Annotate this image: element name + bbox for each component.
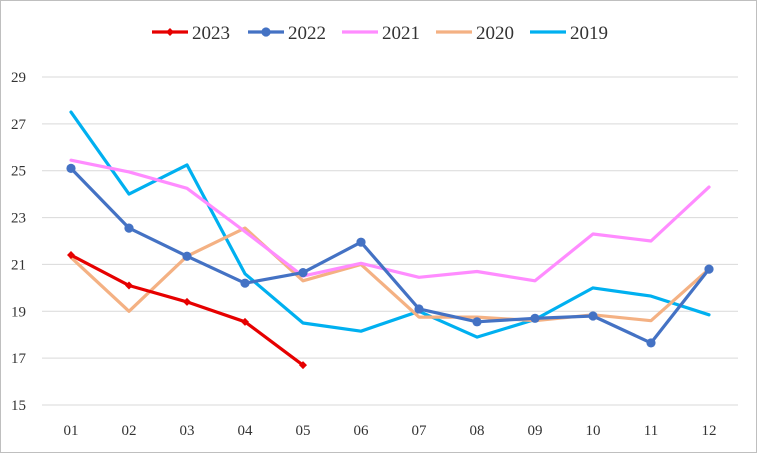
legend-label-2023: 2023 xyxy=(192,23,230,44)
gridlines xyxy=(42,76,738,406)
legend: 2023 2022 2021 2020 2019 xyxy=(152,23,608,44)
point-2022-09 xyxy=(530,313,540,323)
x-tick-label-04: 04 xyxy=(238,423,254,439)
point-2023-03 xyxy=(183,297,191,306)
point-2022-01 xyxy=(66,163,76,173)
point-2022-04 xyxy=(240,278,250,288)
series-lines xyxy=(66,110,714,370)
point-2022-03 xyxy=(182,251,192,261)
x-tick-label-06: 06 xyxy=(354,423,370,439)
legend-item-2020: 2020 xyxy=(436,23,514,44)
series-line-2019 xyxy=(69,110,711,339)
series-2022 xyxy=(66,163,714,348)
x-tick-label-10: 10 xyxy=(586,423,601,439)
y-tick-label-25: 25 xyxy=(11,164,26,180)
x-tick-label-01: 01 xyxy=(64,423,79,439)
legend-label-2019: 2019 xyxy=(570,23,608,44)
legend-label-2022: 2022 xyxy=(288,23,326,44)
series-2020 xyxy=(69,226,711,323)
legend-item-2022: 2022 xyxy=(248,23,326,44)
y-tick-label-21: 21 xyxy=(11,257,26,273)
x-tick-label-02: 02 xyxy=(122,423,137,439)
point-2022-11 xyxy=(646,338,656,348)
legend-label-2021: 2021 xyxy=(382,23,420,44)
series-line-2020 xyxy=(69,226,711,323)
series-2019 xyxy=(69,110,711,339)
y-tick-label-27: 27 xyxy=(11,117,27,133)
legend-marker-2023 xyxy=(166,28,174,36)
x-tick-label-05: 05 xyxy=(296,423,311,439)
x-tick-label-03: 03 xyxy=(180,423,195,439)
point-2022-12 xyxy=(704,264,714,274)
x-axis-ticks: 01 02 03 04 05 06 07 08 09 10 11 12 xyxy=(64,423,717,439)
point-2023-05 xyxy=(299,361,307,370)
point-2022-06 xyxy=(356,237,366,247)
y-tick-label-19: 19 xyxy=(11,304,26,320)
point-2022-05 xyxy=(298,268,308,278)
x-tick-label-11: 11 xyxy=(644,423,658,439)
point-2023-01 xyxy=(67,251,75,260)
point-2023-04 xyxy=(241,317,249,326)
legend-item-2019: 2019 xyxy=(530,23,608,44)
y-tick-label-15: 15 xyxy=(11,398,26,414)
series-line-2022 xyxy=(69,166,711,345)
x-tick-label-12: 12 xyxy=(702,423,717,439)
legend-label-2020: 2020 xyxy=(476,23,514,44)
y-tick-label-23: 23 xyxy=(11,211,26,227)
y-tick-label-17: 17 xyxy=(11,351,27,367)
series-2023 xyxy=(67,251,307,370)
point-2022-08 xyxy=(472,317,482,327)
y-axis-ticks: 15 17 19 21 23 25 27 29 xyxy=(11,70,27,414)
x-tick-label-08: 08 xyxy=(470,423,485,439)
y-tick-label-29: 29 xyxy=(11,70,26,86)
series-line-2021 xyxy=(69,158,711,283)
legend-item-2023: 2023 xyxy=(152,23,230,44)
x-tick-label-07: 07 xyxy=(412,423,428,439)
point-2022-02 xyxy=(124,223,134,233)
point-2023-02 xyxy=(125,281,133,290)
point-2022-10 xyxy=(588,311,598,321)
series-2021 xyxy=(69,158,711,283)
point-2022-07 xyxy=(414,304,424,314)
legend-item-2021: 2021 xyxy=(342,23,420,44)
legend-marker-2022 xyxy=(261,27,271,37)
series-line-2023 xyxy=(69,253,305,367)
x-tick-label-09: 09 xyxy=(528,423,543,439)
